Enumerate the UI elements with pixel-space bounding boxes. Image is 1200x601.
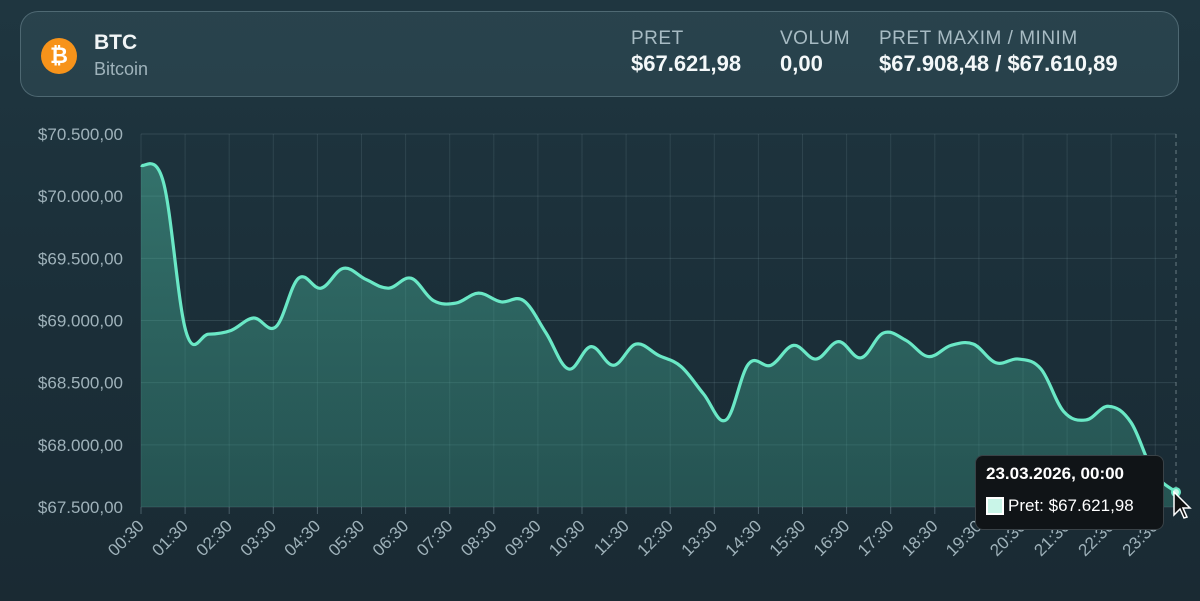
bitcoin-icon: ₿: [41, 38, 77, 74]
x-tick-label: 06:30: [369, 516, 413, 560]
x-tick-label: 09:30: [501, 516, 545, 560]
x-tick-label: 01:30: [148, 516, 192, 560]
x-tick-label: 03:30: [237, 516, 281, 560]
tooltip-date: 23.03.2026, 00:00: [986, 464, 1125, 483]
price-area: [141, 163, 1176, 507]
volume-label: VOLUM: [780, 28, 851, 49]
tooltip-swatch: [986, 497, 1004, 515]
y-tick-label: $69.500,00: [38, 249, 123, 268]
x-tick-label: 18:30: [898, 516, 942, 560]
x-tick-label: 02:30: [193, 516, 237, 560]
y-tick-label: $69.000,00: [38, 312, 123, 331]
price-label: PRET: [631, 28, 684, 49]
x-tick-label: 12:30: [634, 516, 678, 560]
x-tick-label: 15:30: [766, 516, 810, 560]
chart-tooltip: 23.03.2026, 00:00 Pret: $67.621,98: [975, 455, 1164, 530]
price-stat: PRET $67.621,98: [631, 28, 741, 77]
coin-symbol: BTC: [94, 31, 138, 54]
ticker-header: ₿ BTC Bitcoin PRET $67.621,98 VOLUM 0,00…: [20, 11, 1179, 97]
x-tick-label: 00:30: [104, 516, 148, 560]
x-tick-label: 10:30: [545, 516, 589, 560]
y-tick-label: $68.000,00: [38, 436, 123, 455]
y-tick-label: $68.500,00: [38, 374, 123, 393]
x-tick-label: 14:30: [722, 516, 766, 560]
range-value: $67.908,48 / $67.610,89: [879, 51, 1118, 76]
mouse-pointer-icon: [1173, 491, 1192, 519]
volume-stat: VOLUM 0,00: [780, 28, 850, 77]
y-tick-label: $67.500,00: [38, 498, 123, 517]
tooltip-series-text: Pret: $67.621,98: [1008, 496, 1134, 515]
coin-name: Bitcoin: [94, 59, 149, 79]
range-stat: PRET MAXIM / MINIM $67.908,48 / $67.610,…: [879, 28, 1118, 77]
x-tick-label: 04:30: [281, 516, 325, 560]
x-tick-label: 05:30: [325, 516, 369, 560]
x-tick-label: 08:30: [457, 516, 501, 560]
y-tick-label: $70.500,00: [38, 125, 123, 144]
x-tick-label: 16:30: [810, 516, 854, 560]
volume-value: 0,00: [780, 51, 823, 76]
price-line: [140, 162, 1178, 494]
x-tick-label: 17:30: [854, 516, 898, 560]
x-tick-label: 11:30: [590, 516, 633, 559]
y-tick-label: $70.000,00: [38, 187, 123, 206]
price-value: $67.621,98: [631, 51, 742, 76]
x-tick-label: 07:30: [413, 516, 457, 560]
range-label: PRET MAXIM / MINIM: [879, 28, 1078, 49]
tooltip-series-row: Pret: $67.621,98: [986, 496, 1153, 516]
x-tick-label: 13:30: [678, 516, 722, 560]
